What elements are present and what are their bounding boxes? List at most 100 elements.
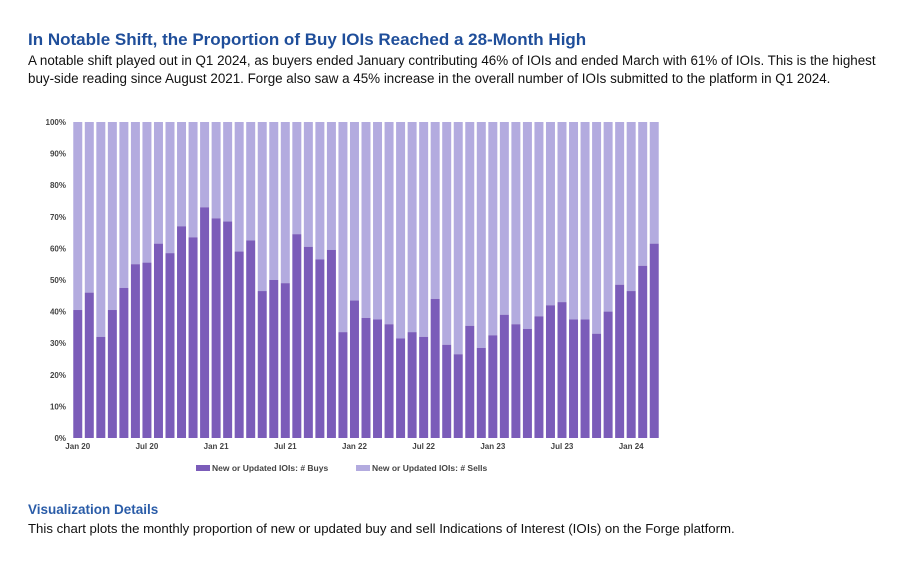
y-tick-label: 70% xyxy=(50,213,66,222)
x-tick-label: Jul 23 xyxy=(551,442,574,451)
bar-sells xyxy=(165,122,175,254)
x-tick-label: Jan 24 xyxy=(619,442,644,451)
x-tick-label: Jul 20 xyxy=(136,442,159,451)
bar-buys xyxy=(534,316,544,438)
bar-buys xyxy=(396,338,406,438)
bar-buys xyxy=(223,221,233,438)
bar-sells xyxy=(615,122,625,285)
bar-sells xyxy=(384,122,394,325)
y-tick-label: 50% xyxy=(50,276,66,285)
bar-buys xyxy=(84,292,94,438)
bar-sells xyxy=(315,122,325,260)
bar-buys xyxy=(442,344,452,438)
bar-sells xyxy=(361,122,371,318)
bar-sells xyxy=(580,122,590,320)
bar-buys xyxy=(384,324,394,438)
bar-sells xyxy=(234,122,244,252)
bar-sells xyxy=(177,122,187,227)
bar-sells xyxy=(522,122,532,329)
legend-label-sells: New or Updated IOIs: # Sells xyxy=(372,463,488,473)
bar-buys xyxy=(165,253,175,438)
bar-sells xyxy=(303,122,313,247)
headline: In Notable Shift, the Proportion of Buy … xyxy=(28,30,587,49)
bar-sells xyxy=(200,122,210,208)
bar-sells xyxy=(349,122,359,301)
bar-buys xyxy=(430,298,440,438)
bar-sells xyxy=(442,122,452,345)
legend-label-buys: New or Updated IOIs: # Buys xyxy=(212,463,328,473)
bar-buys xyxy=(96,336,106,438)
bar-buys xyxy=(373,319,383,438)
bar-sells xyxy=(511,122,521,325)
bar-sells xyxy=(338,122,348,333)
bar-buys xyxy=(338,332,348,438)
bar-sells xyxy=(545,122,555,306)
bar-buys xyxy=(73,310,83,438)
y-tick-label: 100% xyxy=(46,118,66,127)
bar-buys xyxy=(303,246,313,438)
bar-sells xyxy=(188,122,198,238)
bar-sells xyxy=(96,122,106,337)
x-tick-label: Jul 22 xyxy=(412,442,435,451)
intro-paragraph: A notable shift played out in Q1 2024, a… xyxy=(28,53,876,86)
bar-sells xyxy=(396,122,406,339)
bar-sells xyxy=(626,122,636,292)
bar-sells xyxy=(257,122,267,292)
bar-buys xyxy=(638,265,648,438)
bar-sells xyxy=(142,122,152,263)
bar-buys xyxy=(130,264,140,438)
x-tick-label: Jan 22 xyxy=(342,442,367,451)
bar-buys xyxy=(522,328,532,438)
bar-sells xyxy=(430,122,440,299)
bar-buys xyxy=(649,243,659,438)
y-tick-label: 40% xyxy=(50,308,66,317)
bar-buys xyxy=(511,324,521,438)
bar-buys xyxy=(200,207,210,438)
bar-sells xyxy=(280,122,290,284)
bar-buys xyxy=(465,325,475,438)
bar-buys xyxy=(592,333,602,438)
bar-sells xyxy=(130,122,140,265)
bar-buys xyxy=(257,291,267,438)
bar-buys xyxy=(280,283,290,438)
bar-buys xyxy=(315,259,325,438)
bar-buys xyxy=(292,234,302,438)
bar-buys xyxy=(107,310,117,438)
bar-buys xyxy=(580,319,590,438)
bar-sells xyxy=(211,122,221,219)
bar-buys xyxy=(626,291,636,438)
bar-sells xyxy=(499,122,509,315)
bar-buys xyxy=(569,319,579,438)
details-title: Visualization Details xyxy=(28,502,159,517)
bar-sells xyxy=(603,122,613,312)
x-tick-label: Jan 23 xyxy=(480,442,505,451)
bar-buys xyxy=(615,284,625,438)
bar-buys xyxy=(119,287,129,438)
bar-buys xyxy=(603,311,613,438)
bar-sells xyxy=(453,122,463,355)
legend-swatch-buys xyxy=(196,465,210,471)
bar-buys xyxy=(326,249,336,438)
y-tick-label: 0% xyxy=(54,434,66,443)
chart-container: 0% 10% 20% 30% 40% 50% 60% 70% 80% 90% 100% Jan 20 J… xyxy=(28,112,678,484)
bar-sells xyxy=(153,122,163,244)
stacked-bar-chart: 0% 10% 20% 30% 40% 50% 60% 70% 80% 90% 100% Jan 20 J… xyxy=(46,118,659,473)
bar-buys xyxy=(361,317,371,438)
bar-buys xyxy=(488,335,498,438)
bar-sells xyxy=(326,122,336,250)
bar-buys xyxy=(211,218,221,438)
bar-buys xyxy=(234,251,244,438)
bar-buys xyxy=(476,347,486,438)
bar-buys xyxy=(142,262,152,438)
bar-sells xyxy=(223,122,233,222)
x-tick-label: Jan 21 xyxy=(204,442,229,451)
bar-sells xyxy=(557,122,567,303)
bar-sells xyxy=(465,122,475,326)
x-tick-label: Jan 20 xyxy=(65,442,90,451)
bar-sells xyxy=(269,122,279,280)
y-tick-label: 60% xyxy=(50,244,66,253)
bar-sells xyxy=(569,122,579,320)
legend-swatch-sells xyxy=(356,465,370,471)
y-tick-label: 20% xyxy=(50,371,66,380)
bar-buys xyxy=(557,302,567,438)
